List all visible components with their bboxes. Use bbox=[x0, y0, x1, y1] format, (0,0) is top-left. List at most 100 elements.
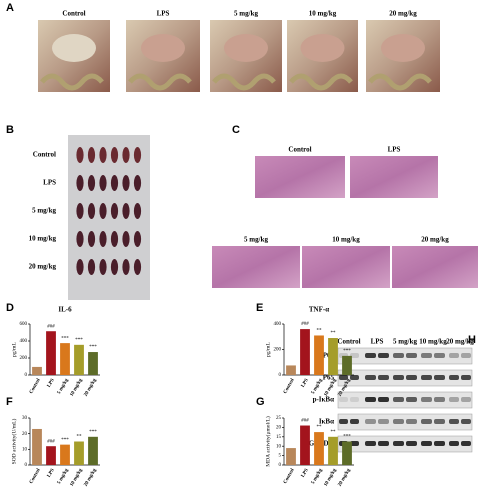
blot-strip bbox=[337, 369, 473, 387]
x-tick-label: Control bbox=[283, 378, 296, 395]
bar bbox=[286, 365, 296, 375]
bar bbox=[314, 335, 324, 375]
intestine bbox=[368, 73, 432, 91]
blot-band bbox=[378, 397, 389, 402]
chart-title: TNF-α bbox=[309, 306, 329, 314]
kidney bbox=[133, 259, 142, 275]
y-tick-label: 5 bbox=[279, 454, 282, 459]
kidney bbox=[87, 175, 96, 191]
blot-band bbox=[421, 353, 432, 358]
blot-band bbox=[434, 419, 445, 424]
blot-strip bbox=[337, 435, 473, 453]
x-tick-label: 5 mg/kg bbox=[311, 378, 324, 396]
group-label: Control bbox=[33, 151, 56, 159]
blot-band bbox=[421, 397, 432, 402]
histology-image bbox=[212, 246, 300, 288]
blot-band bbox=[365, 441, 376, 446]
significance-label: ** bbox=[317, 425, 323, 430]
blot-band bbox=[365, 375, 376, 380]
lane-label: 5 mg/kg bbox=[393, 338, 417, 346]
organ bbox=[381, 34, 425, 62]
y-tick-label: 200 bbox=[274, 348, 282, 353]
group-label: Control bbox=[288, 146, 311, 154]
y-axis-title: SOD activity(U/mL) bbox=[10, 419, 17, 465]
bar bbox=[342, 441, 352, 465]
histology-image bbox=[350, 156, 438, 198]
significance-label: *** bbox=[61, 438, 69, 443]
blot-strip bbox=[337, 347, 473, 365]
group-label: 20 mg/kg bbox=[421, 236, 449, 244]
panel-label: E bbox=[256, 302, 263, 314]
x-tick-label: 5 mg/kg bbox=[57, 378, 70, 396]
y-tick-label: 400 bbox=[274, 322, 282, 327]
lane-label: 10 mg/kg bbox=[419, 338, 447, 346]
significance-label: ** bbox=[331, 331, 337, 336]
significance-label: *** bbox=[75, 338, 83, 343]
bar bbox=[74, 344, 84, 375]
significance-label: ** bbox=[331, 430, 337, 435]
group-label: 5 mg/kg bbox=[32, 207, 56, 215]
significance-label: *** bbox=[343, 435, 351, 440]
kidney bbox=[110, 259, 119, 275]
blot-band bbox=[365, 353, 376, 358]
bar bbox=[46, 446, 56, 465]
blot-band bbox=[339, 397, 348, 402]
x-tick-label: LPS bbox=[301, 378, 310, 389]
bar bbox=[314, 432, 324, 465]
blot-band bbox=[461, 397, 471, 402]
blot-band bbox=[339, 375, 348, 380]
y-tick-label: 20 bbox=[276, 426, 282, 431]
blot-band bbox=[449, 441, 459, 446]
kidney bbox=[133, 175, 142, 191]
y-tick-label: 25 bbox=[276, 416, 282, 421]
blot-band bbox=[461, 353, 471, 358]
group-label: 5 mg/kg bbox=[244, 236, 268, 244]
blot-band bbox=[365, 397, 376, 402]
kidney bbox=[122, 147, 130, 163]
blot-band bbox=[406, 397, 417, 402]
group-label: 10 mg/kg bbox=[309, 10, 337, 18]
x-tick-label: 10 mg/kg bbox=[70, 378, 84, 398]
kidney bbox=[99, 175, 107, 191]
bar bbox=[88, 436, 98, 465]
kidney bbox=[87, 203, 96, 219]
kidney bbox=[76, 147, 84, 163]
blot-band bbox=[421, 419, 432, 424]
blot-band bbox=[434, 397, 445, 402]
significance-label: ** bbox=[77, 435, 83, 440]
significance-label: *** bbox=[89, 345, 97, 350]
group-label: 10 mg/kg bbox=[332, 236, 360, 244]
lane-label: LPS bbox=[371, 338, 384, 346]
protein-label: p-IκBα bbox=[313, 396, 335, 404]
x-tick-label: 10 mg/kg bbox=[324, 468, 338, 488]
intestine bbox=[40, 73, 104, 91]
kidney bbox=[110, 147, 119, 163]
kidney bbox=[110, 231, 119, 247]
x-tick-label: 20 mg/kg bbox=[84, 378, 98, 398]
significance-label: *** bbox=[61, 336, 69, 341]
protein-label: IκBα bbox=[319, 418, 334, 426]
x-tick-label: Control bbox=[29, 468, 42, 485]
blot-band bbox=[393, 375, 404, 380]
y-tick-label: 0 bbox=[279, 373, 282, 378]
y-tick-label: 0 bbox=[25, 463, 28, 468]
chart-title: IL-6 bbox=[58, 306, 72, 314]
blot-band bbox=[449, 397, 459, 402]
blot-strip bbox=[337, 391, 473, 409]
bar bbox=[60, 343, 70, 375]
x-tick-label: 20 mg/kg bbox=[84, 468, 98, 488]
blot-band bbox=[339, 419, 348, 424]
histology-image bbox=[302, 246, 390, 288]
bar bbox=[60, 444, 70, 465]
kidney bbox=[133, 231, 142, 247]
blot-band bbox=[434, 375, 445, 380]
significance-label: *** bbox=[89, 430, 97, 435]
blot-band bbox=[378, 441, 389, 446]
blot-band bbox=[350, 375, 359, 380]
kidney bbox=[99, 147, 107, 163]
blot-band bbox=[350, 419, 359, 424]
y-axis-title: MDA activity(μmol/L) bbox=[264, 416, 271, 467]
group-label: LPS bbox=[157, 10, 170, 18]
x-tick-label: LPS bbox=[47, 468, 56, 479]
blot-band bbox=[449, 419, 459, 424]
